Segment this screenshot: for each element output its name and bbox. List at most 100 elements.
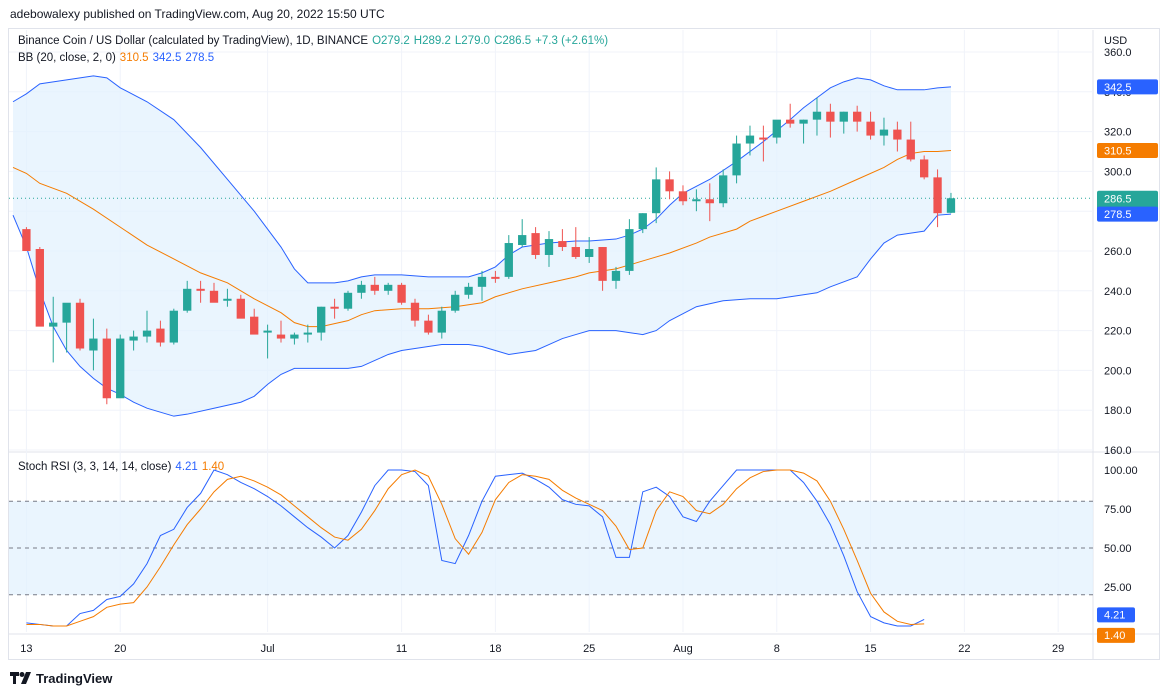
candle-body bbox=[156, 328, 165, 343]
candle-body bbox=[209, 290, 219, 303]
rsi-d-tag-label: 1.40 bbox=[1104, 630, 1125, 642]
bb-basis-tag-bg bbox=[1097, 143, 1158, 159]
candle-body bbox=[544, 239, 554, 255]
price-tick-label: 320.0 bbox=[1104, 127, 1132, 139]
candle-body bbox=[75, 302, 85, 349]
candle-body bbox=[665, 179, 674, 192]
tradingview-logo-icon bbox=[10, 671, 32, 686]
candle-body bbox=[786, 119, 795, 124]
candle-body bbox=[317, 306, 326, 333]
publisher-line: adebowalexy published on TradingView.com… bbox=[10, 7, 385, 21]
time-tick-label: 18 bbox=[489, 643, 501, 655]
currency-label: USD bbox=[1104, 35, 1127, 47]
last-price-tag-label: 286.5 bbox=[1104, 193, 1132, 205]
candle-body bbox=[692, 199, 701, 202]
price-tick-label: 200.0 bbox=[1104, 365, 1132, 377]
candle-body bbox=[223, 298, 232, 301]
price-tick-label: 160.0 bbox=[1104, 445, 1132, 457]
candle-body bbox=[102, 338, 111, 399]
bb-lower-tag-bg bbox=[1097, 206, 1158, 222]
candle-body bbox=[424, 320, 433, 333]
candle-body bbox=[236, 298, 245, 319]
candle-body bbox=[384, 284, 393, 291]
bb-label: BB (20, close, 2, 0) bbox=[18, 52, 116, 64]
rsi-k-value: 4.21 bbox=[175, 461, 198, 473]
candle-body bbox=[491, 276, 500, 279]
symbol-legend: Binance Coin / US Dollar (calculated by … bbox=[18, 35, 616, 47]
candle-body bbox=[732, 143, 741, 176]
candle-body bbox=[839, 111, 848, 122]
candle-body bbox=[343, 292, 353, 309]
rsi-k-tag-label: 4.21 bbox=[1104, 609, 1125, 621]
bb-legend: BB (20, close, 2, 0) 310.5 342.5 278.5 bbox=[18, 52, 218, 64]
bb-band-fill bbox=[13, 75, 951, 417]
time-tick-label: 15 bbox=[864, 643, 876, 655]
candle-body bbox=[853, 111, 862, 122]
candle-body bbox=[611, 270, 621, 281]
candle-body bbox=[638, 213, 647, 230]
time-tick-label: 22 bbox=[958, 643, 970, 655]
candle-body bbox=[290, 334, 299, 339]
candle-body bbox=[303, 332, 312, 335]
rsi-label: Stoch RSI (3, 3, 14, 14, close) bbox=[18, 461, 172, 473]
high-label: H bbox=[413, 35, 423, 47]
time-tick-label: 13 bbox=[20, 643, 32, 655]
time-tick-label: 29 bbox=[1052, 643, 1064, 655]
candle-body bbox=[196, 288, 205, 291]
rsi-tick-label: 25.00 bbox=[1104, 582, 1132, 594]
candle-body bbox=[129, 336, 138, 341]
close-value: 286.5 bbox=[502, 35, 532, 47]
candle-body bbox=[678, 191, 688, 202]
candle-body bbox=[879, 129, 889, 136]
candle-body bbox=[397, 284, 406, 303]
tradingview-brand-label: TradingView bbox=[36, 671, 113, 686]
rsi-k-tag-bg bbox=[1097, 607, 1135, 623]
candle-body bbox=[250, 316, 259, 335]
bb-basis-line bbox=[12, 150, 952, 328]
low-label: L bbox=[454, 35, 462, 47]
candle-body bbox=[518, 235, 527, 246]
candle-body bbox=[22, 229, 31, 251]
high-value: 289.2 bbox=[422, 35, 451, 47]
time-tick-label: 8 bbox=[774, 643, 780, 655]
rsi-band-fill bbox=[9, 501, 1093, 595]
candle-body bbox=[464, 286, 473, 295]
time-tick-label: 20 bbox=[114, 643, 126, 655]
open-value: 279.2 bbox=[381, 35, 410, 47]
bb-lower-value: 278.5 bbox=[185, 52, 215, 64]
bb-basis-tag-label: 310.5 bbox=[1104, 146, 1132, 158]
price-tick-label: 300.0 bbox=[1104, 166, 1132, 178]
time-tick-label: 11 bbox=[396, 643, 407, 655]
candle-body bbox=[62, 302, 71, 323]
low-value: 279.0 bbox=[461, 35, 491, 47]
price-tick-label: 360.0 bbox=[1104, 47, 1132, 59]
candle-body bbox=[558, 241, 567, 248]
candle-body bbox=[330, 306, 339, 309]
bb-upper-tag-label: 342.5 bbox=[1104, 82, 1132, 94]
symbol-title: Binance Coin / US Dollar (calculated by … bbox=[18, 35, 369, 47]
price-tick-label: 180.0 bbox=[1104, 405, 1132, 417]
candle-body bbox=[652, 179, 661, 214]
candle-body bbox=[263, 330, 272, 333]
candle-body bbox=[89, 338, 98, 351]
chart-frame bbox=[8, 28, 1160, 660]
rsi-d-value: 1.40 bbox=[201, 461, 225, 473]
open-label: O bbox=[372, 35, 382, 47]
candle-body bbox=[745, 135, 755, 144]
candle-body bbox=[826, 111, 835, 122]
rsi-tick-label: 50.00 bbox=[1104, 543, 1132, 555]
candle-body bbox=[585, 249, 594, 257]
candle-body bbox=[571, 247, 580, 257]
candle-body bbox=[437, 310, 446, 333]
rsi-legend: Stoch RSI (3, 3, 14, 14, close) 4.21 1.40 bbox=[18, 461, 228, 473]
tradingview-brand[interactable]: TradingView bbox=[10, 671, 112, 686]
candle-body bbox=[410, 302, 420, 321]
candle-body bbox=[142, 330, 152, 337]
time-tick-label: Aug bbox=[673, 643, 693, 655]
candle-body bbox=[169, 310, 178, 343]
candle-body bbox=[759, 137, 768, 140]
candle-body bbox=[504, 243, 513, 277]
rsi-tick-label: 75.00 bbox=[1104, 504, 1132, 516]
change-value: +7.3 (+2.61%) bbox=[535, 35, 609, 47]
